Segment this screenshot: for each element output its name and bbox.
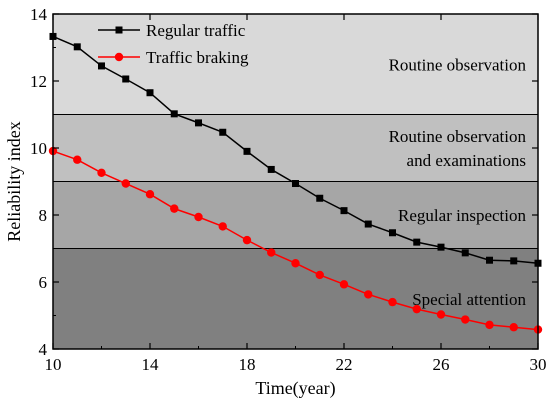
y-tick-label-3: 10 <box>30 139 47 158</box>
x-tick-label-3: 22 <box>336 355 353 374</box>
series-0-point-4 <box>146 89 154 97</box>
axes: 10 14 18 22 26 30 4 6 8 10 12 14 Time(year) Reliabili… <box>4 5 547 399</box>
series-1-point-3 <box>121 179 130 188</box>
legend-marker-0 <box>115 26 123 34</box>
series-1-point-19 <box>509 323 518 332</box>
x-tick-label-1: 14 <box>142 355 160 374</box>
series-1-point-15 <box>412 304 421 314</box>
band-1 <box>53 114 538 182</box>
series-1-point-13 <box>364 290 373 299</box>
series-0-point-9 <box>267 165 275 173</box>
y-tick-label-2: 8 <box>39 206 48 225</box>
series-0-point-6 <box>195 119 202 127</box>
band-label-3-0: Special attention <box>412 290 526 309</box>
series-0-point-16 <box>437 243 445 251</box>
x-axis-title: Time(year) <box>255 378 335 399</box>
series-0-point-7 <box>219 128 227 136</box>
series-0-point-17 <box>461 249 469 257</box>
series-0-point-14 <box>389 229 396 237</box>
legend-marker-1 <box>114 52 124 62</box>
series-1-point-14 <box>388 297 397 307</box>
y-tick-label-4: 12 <box>30 72 47 91</box>
series-1-point-2 <box>97 168 106 177</box>
series-0-point-13 <box>364 220 372 228</box>
series-1-point-16 <box>436 310 446 319</box>
series-0-point-11 <box>316 194 324 202</box>
series-1-point-6 <box>194 212 203 222</box>
series-1-point-4 <box>145 190 155 199</box>
series-1-point-9 <box>267 248 276 257</box>
legend: Regular traffic Traffic braking <box>98 21 249 67</box>
series-1-point-11 <box>315 270 324 280</box>
y-tick-label-0: 4 <box>39 340 48 359</box>
series-0-point-10 <box>292 180 299 188</box>
series-1-point-12 <box>339 280 349 289</box>
band-2 <box>53 181 538 249</box>
series-0-point-1 <box>73 43 81 51</box>
band-label-2-0: Regular inspection <box>398 206 526 225</box>
x-tick-label-2: 18 <box>239 355 256 374</box>
series-1-point-5 <box>170 204 179 213</box>
series-0-point-15 <box>413 238 421 246</box>
band-label-0-0: Routine observation <box>389 55 527 74</box>
series-0-point-2 <box>98 62 105 70</box>
x-tick-label-4: 26 <box>433 355 450 374</box>
series-1-point-8 <box>242 235 252 245</box>
series-0-point-3 <box>122 75 130 83</box>
band-label-1-0: Routine observation <box>389 127 527 146</box>
series-1-point-1 <box>73 155 82 164</box>
series-0-point-8 <box>243 147 251 155</box>
series-0-point-18 <box>486 256 493 264</box>
series-1-point-7 <box>218 222 227 231</box>
x-tick-label-0: 10 <box>45 355 62 374</box>
series-1-point-18 <box>485 320 494 330</box>
series-1-point-17 <box>461 315 470 324</box>
y-tick-label-1: 6 <box>39 273 48 292</box>
series-0-point-5 <box>170 110 178 118</box>
legend-label-0: Regular traffic <box>146 21 246 40</box>
series-1-point-10 <box>291 259 300 268</box>
x-tick-label-5: 30 <box>530 355 547 374</box>
band-label-1-1: and examinations <box>407 151 526 170</box>
legend-label-1: Traffic braking <box>146 48 249 67</box>
y-axis-title: Reliability index <box>4 121 24 241</box>
series-0-point-12 <box>340 207 348 215</box>
series-0-point-19 <box>510 257 518 265</box>
y-tick-label-5: 14 <box>30 5 48 24</box>
